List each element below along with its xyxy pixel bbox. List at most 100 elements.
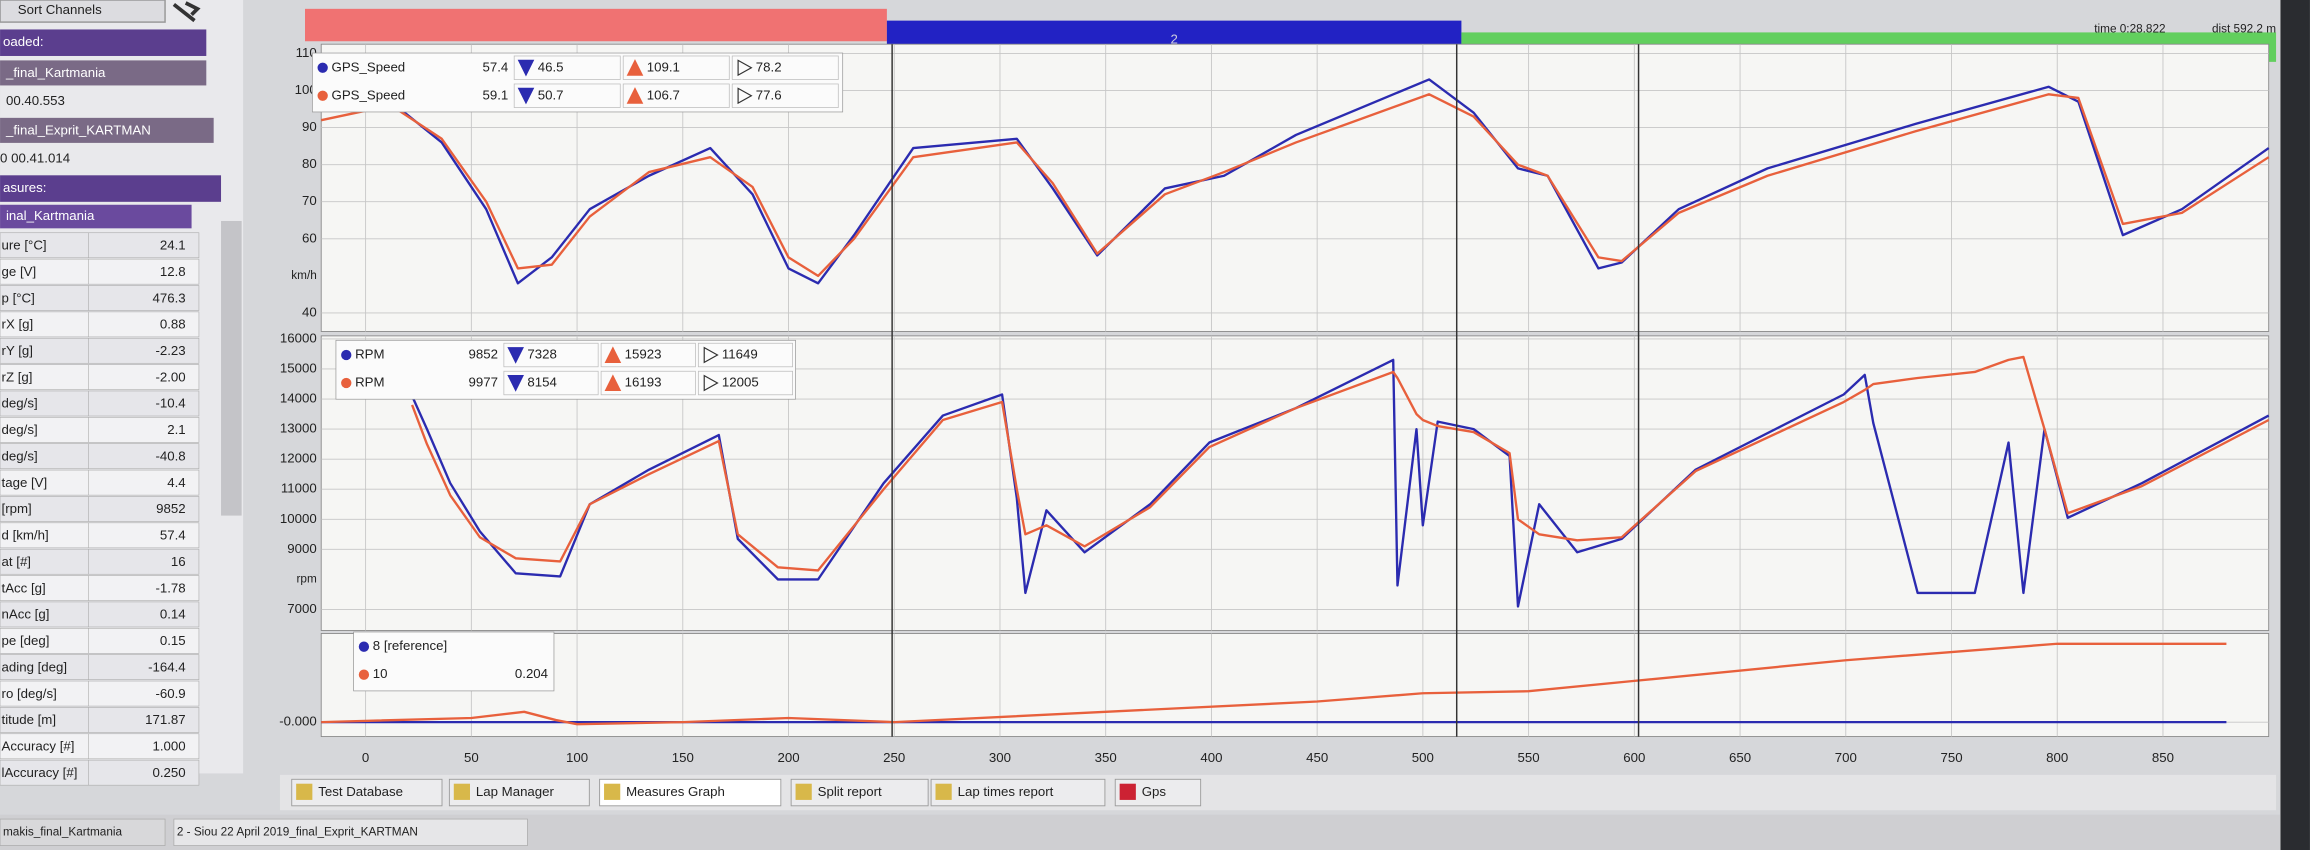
- channel-name: ro [deg/s]: [2, 686, 57, 701]
- channel-row[interactable]: [0, 627, 200, 654]
- x-tick-label: 50: [464, 750, 479, 765]
- x-tick-label: 100: [566, 750, 588, 765]
- x-tick-label: 400: [1200, 750, 1222, 765]
- channel-row[interactable]: [0, 733, 200, 760]
- legend-min-icon: [507, 375, 524, 392]
- sort-button[interactable]: [0, 0, 166, 23]
- channel-value: -60.9: [155, 686, 185, 701]
- tab-label[interactable]: Gps: [1142, 784, 1167, 799]
- channel-row[interactable]: [0, 337, 200, 364]
- channel-row[interactable]: [0, 707, 200, 733]
- channel-row[interactable]: [0, 390, 200, 417]
- legend-min: 46.5: [538, 59, 564, 74]
- x-tick-label: 150: [672, 750, 694, 765]
- channel-row[interactable]: [0, 469, 200, 496]
- tab[interactable]: [790, 778, 929, 807]
- legend-current: 0.204: [515, 666, 548, 681]
- channel-name: ure [°C]: [2, 238, 47, 253]
- scrollbar: [221, 220, 242, 516]
- y-tick-label: 110: [296, 45, 317, 60]
- legend-name: 10: [373, 666, 388, 681]
- legend-name: 8 [reference]: [373, 638, 447, 653]
- tab-label[interactable]: Lap times report: [958, 784, 1054, 799]
- channel-name: lAccuracy [#]: [2, 765, 78, 780]
- channel-row[interactable]: [0, 680, 200, 707]
- file-row[interactable]: [0, 117, 214, 143]
- channel-name: titude [m]: [2, 712, 57, 727]
- y-tick-label: 7000: [287, 601, 316, 616]
- unit-label: km/h: [291, 269, 317, 282]
- channel-name: ge [V]: [2, 264, 37, 279]
- legend-current: 9977: [468, 375, 497, 390]
- channel-row[interactable]: [0, 364, 200, 390]
- tab[interactable]: [930, 778, 1106, 807]
- legend-min-icon: [517, 59, 535, 77]
- trace: [321, 78, 2270, 285]
- loaded-header: [0, 29, 207, 56]
- legend-name: RPM: [355, 375, 384, 390]
- footer-label[interactable]: 2 - Siou 22 April 2019_final_Exprit_KART…: [177, 825, 418, 838]
- channel-name: deg/s]: [2, 422, 38, 437]
- tab-icon: [1119, 783, 1136, 800]
- channel-row[interactable]: [0, 311, 200, 338]
- legend-cell: [503, 370, 599, 396]
- channel-name: p [°C]: [2, 290, 35, 305]
- channel-row[interactable]: [0, 417, 200, 443]
- x-tick-label: 650: [1729, 750, 1751, 765]
- time-readout: time 0:28.822: [2094, 23, 2165, 36]
- tab-label[interactable]: Split report: [818, 784, 882, 799]
- measures-file-row[interactable]: [0, 204, 192, 229]
- sort-channels[interactable]: Sort Channels: [18, 2, 102, 17]
- channel-row[interactable]: [0, 285, 200, 311]
- channel-row[interactable]: [0, 654, 200, 680]
- legend-avg-icon: [737, 59, 753, 77]
- channel-row[interactable]: [0, 759, 200, 786]
- legend-avg: 11649: [722, 347, 758, 362]
- footer-item[interactable]: [0, 818, 166, 846]
- x-tick-label: 600: [1623, 750, 1645, 765]
- channel-row[interactable]: [0, 496, 200, 522]
- legend-name: RPM: [355, 347, 384, 362]
- channel-value: 0.88: [160, 317, 186, 332]
- trace: [321, 642, 2227, 726]
- tab[interactable]: [291, 778, 443, 807]
- channel-row[interactable]: [0, 575, 200, 601]
- tab[interactable]: [599, 778, 782, 807]
- channel-name: deg/s]: [2, 396, 38, 411]
- channel-row[interactable]: [0, 258, 200, 285]
- legend-max-icon: [626, 87, 644, 104]
- file-row[interactable]: [0, 60, 207, 86]
- channel-row[interactable]: [0, 443, 200, 470]
- legend-cell: [513, 83, 621, 108]
- legend-avg-icon: [737, 87, 753, 105]
- tab-label[interactable]: Lap Manager: [476, 784, 555, 799]
- channel-name: tAcc [g]: [2, 580, 46, 595]
- x-tick-label: 0: [362, 750, 369, 765]
- y-tick-label: 11000: [281, 481, 317, 496]
- channel-name: nAcc [g]: [2, 607, 50, 622]
- channel-name: [rpm]: [2, 501, 32, 516]
- legend-max: 106.7: [647, 87, 680, 102]
- channel-name: Accuracy [#]: [2, 739, 75, 754]
- dist-readout: dist 592.2 m: [2212, 23, 2276, 36]
- tab-icon: [453, 783, 470, 800]
- measures-file: inal_Kartmania: [6, 208, 95, 223]
- legend-avg: 12005: [722, 375, 759, 390]
- tab[interactable]: [448, 778, 590, 807]
- loaded-label: oaded:: [3, 34, 44, 49]
- channel-row[interactable]: [0, 601, 200, 628]
- footer-label[interactable]: makis_final_Kartmania: [3, 825, 122, 838]
- channel-row[interactable]: [0, 522, 200, 549]
- channel-value: -10.4: [155, 396, 185, 411]
- tab-label[interactable]: Measures Graph: [626, 784, 725, 799]
- channel-value: -1.78: [155, 580, 185, 595]
- legend-cell: [513, 55, 621, 80]
- legend-dot: [317, 62, 328, 73]
- legend-box: [335, 339, 796, 400]
- y-tick-label: 70: [302, 193, 317, 208]
- legend-name: GPS_Speed: [332, 59, 406, 74]
- channel-row[interactable]: [0, 548, 200, 575]
- footer-item[interactable]: [173, 818, 528, 846]
- channel-row[interactable]: [0, 232, 200, 259]
- tab-label[interactable]: Test Database: [318, 784, 403, 799]
